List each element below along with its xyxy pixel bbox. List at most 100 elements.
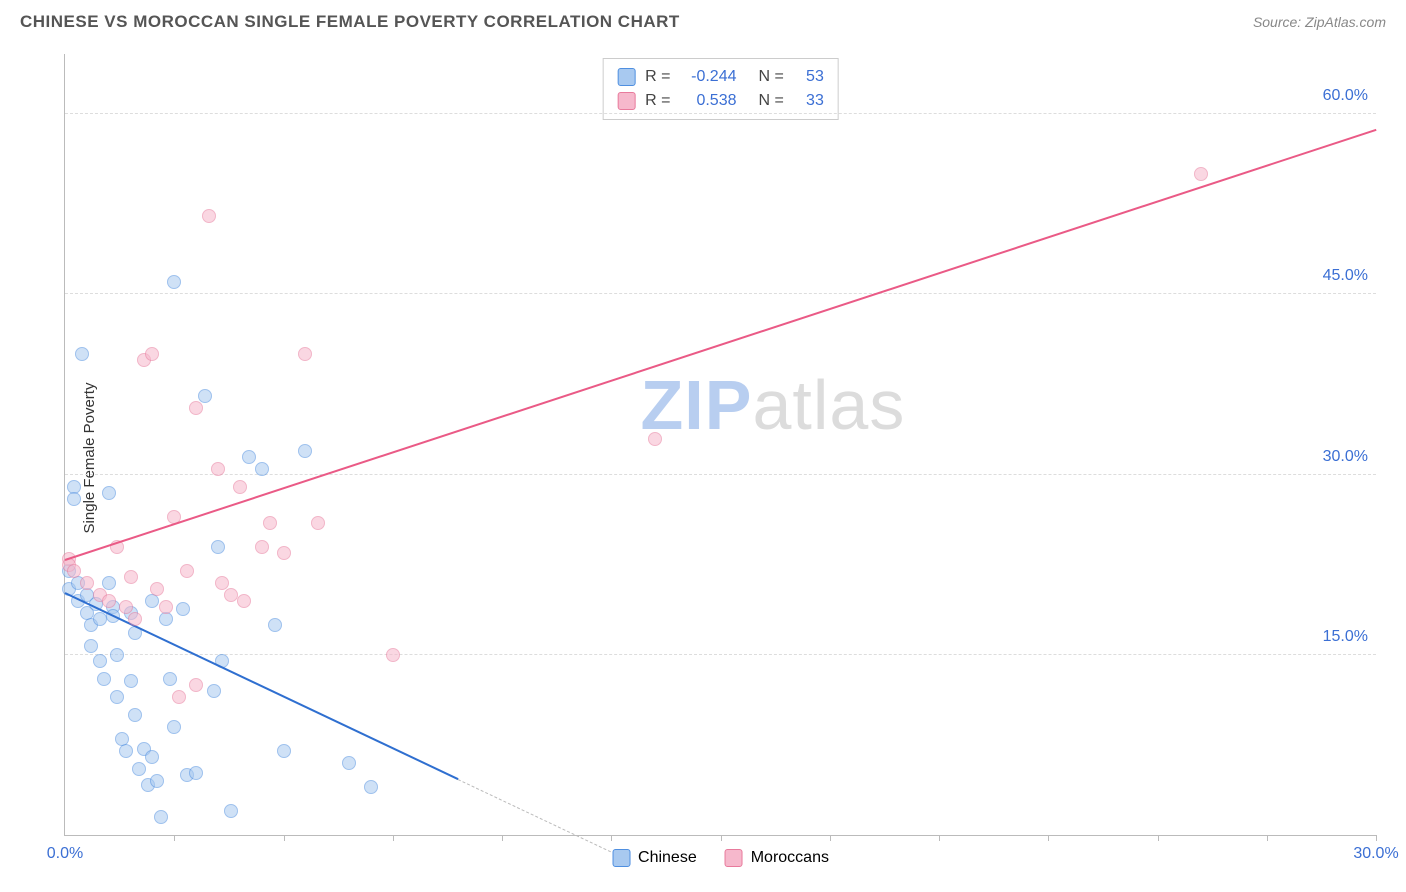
data-point <box>263 516 277 530</box>
x-tick <box>721 835 722 841</box>
gridline <box>65 293 1376 294</box>
legend-stats: R =-0.244N =53R =0.538N =33 <box>602 58 839 120</box>
legend-n-label: N = <box>759 65 784 89</box>
data-point <box>132 762 146 776</box>
data-point <box>237 594 251 608</box>
data-point <box>277 546 291 560</box>
data-point <box>102 576 116 590</box>
watermark: ZIPatlas <box>641 365 906 445</box>
data-point <box>102 594 116 608</box>
legend-stat-row: R =0.538N =33 <box>617 89 824 113</box>
gridline <box>65 113 1376 114</box>
data-point <box>386 648 400 662</box>
legend-r-value: -0.244 <box>681 65 737 89</box>
data-point <box>110 648 124 662</box>
x-tick <box>393 835 394 841</box>
data-point <box>102 486 116 500</box>
chart-title: CHINESE VS MOROCCAN SINGLE FEMALE POVERT… <box>20 12 680 32</box>
data-point <box>268 618 282 632</box>
plot-area: ZIPatlas R =-0.244N =53R =0.538N =33 Chi… <box>64 54 1376 836</box>
x-tick-label: 30.0% <box>1353 845 1398 863</box>
y-tick-label: 15.0% <box>1323 628 1368 646</box>
x-tick <box>1376 835 1377 841</box>
x-tick <box>174 835 175 841</box>
data-point <box>255 540 269 554</box>
data-point <box>150 774 164 788</box>
data-point <box>224 588 238 602</box>
legend-series-label: Moroccans <box>751 849 829 867</box>
data-point <box>364 780 378 794</box>
data-point <box>311 516 325 530</box>
data-point <box>97 672 111 686</box>
legend-swatch <box>617 92 635 110</box>
data-point <box>189 766 203 780</box>
data-point <box>119 744 133 758</box>
data-point <box>211 540 225 554</box>
data-point <box>198 389 212 403</box>
legend-stat-row: R = -0.244 N = 53 <box>617 65 824 89</box>
x-tick <box>1048 835 1049 841</box>
data-point <box>224 804 238 818</box>
data-point <box>242 450 256 464</box>
data-point <box>145 594 159 608</box>
data-point <box>93 612 107 626</box>
data-point <box>233 480 247 494</box>
chart-container: Single Female Poverty ZIPatlas R =-0.244… <box>20 44 1386 872</box>
data-point <box>211 462 225 476</box>
data-point <box>189 678 203 692</box>
legend-r-label: R = <box>645 89 670 113</box>
legend-series: Chinese Moroccans <box>612 849 829 867</box>
data-point <box>298 444 312 458</box>
data-point <box>159 600 173 614</box>
y-tick-label: 30.0% <box>1323 448 1368 466</box>
trend-line <box>458 779 611 852</box>
data-point <box>163 672 177 686</box>
data-point <box>128 612 142 626</box>
data-point <box>124 674 138 688</box>
legend-n-value: 53 <box>794 65 824 89</box>
x-tick-label: 0.0% <box>47 845 83 863</box>
data-point <box>167 275 181 289</box>
legend-series-label: Chinese <box>638 849 697 867</box>
gridline <box>65 654 1376 655</box>
data-point <box>67 492 81 506</box>
legend-n-label: N = <box>759 89 784 113</box>
x-tick <box>611 835 612 841</box>
data-point <box>145 347 159 361</box>
data-point <box>93 654 107 668</box>
x-tick <box>1267 835 1268 841</box>
y-tick-label: 45.0% <box>1323 267 1368 285</box>
data-point <box>648 432 662 446</box>
x-tick <box>830 835 831 841</box>
data-point <box>167 720 181 734</box>
data-point <box>298 347 312 361</box>
data-point <box>159 612 173 626</box>
x-tick <box>939 835 940 841</box>
data-point <box>202 209 216 223</box>
data-point <box>80 576 94 590</box>
legend-series-item: Chinese <box>612 849 697 867</box>
data-point <box>75 347 89 361</box>
trend-line <box>65 129 1377 561</box>
data-point <box>110 690 124 704</box>
source-label: Source: ZipAtlas.com <box>1253 14 1386 30</box>
data-point <box>189 401 203 415</box>
data-point <box>154 810 168 824</box>
data-point <box>342 756 356 770</box>
legend-swatch <box>612 849 630 867</box>
data-point <box>145 750 159 764</box>
data-point <box>84 639 98 653</box>
legend-r-label: R = <box>645 65 670 89</box>
data-point <box>1194 167 1208 181</box>
x-tick <box>1158 835 1159 841</box>
legend-swatch <box>617 68 635 86</box>
data-point <box>67 564 81 578</box>
legend-swatch <box>725 849 743 867</box>
data-point <box>128 708 142 722</box>
data-point <box>172 690 186 704</box>
x-tick <box>502 835 503 841</box>
x-tick <box>284 835 285 841</box>
data-point <box>207 684 221 698</box>
data-point <box>150 582 164 596</box>
legend-r-value: 0.538 <box>681 89 737 113</box>
